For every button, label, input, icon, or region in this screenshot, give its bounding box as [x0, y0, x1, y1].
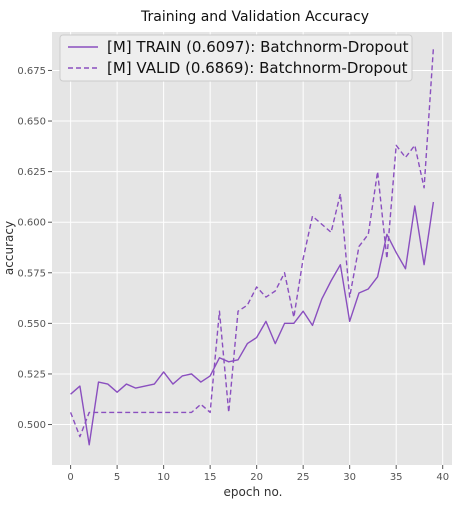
x-tick-label: 0 — [67, 472, 73, 483]
x-tick-label: 35 — [390, 472, 403, 483]
x-tick-label: 40 — [436, 472, 449, 483]
y-tick-label: 0.550 — [17, 319, 46, 330]
legend-label-train: [M] TRAIN (0.6097): Batchnorm-Dropout — [107, 38, 409, 56]
legend: [M] TRAIN (0.6097): Batchnorm-Dropout [M… — [59, 34, 413, 82]
series-line-train — [70, 201, 435, 446]
x-axis-label: epoch no. — [224, 485, 283, 499]
x-tick-label: 20 — [250, 472, 263, 483]
legend-label-valid: [M] VALID (0.6869): Batchnorm-Dropout — [107, 59, 408, 77]
y-tick-label: 0.650 — [17, 117, 46, 128]
legend-box — [59, 34, 413, 82]
series-layer — [69, 48, 435, 446]
series-line-valid — [69, 48, 435, 438]
y-tick-label: 0.675 — [17, 66, 46, 77]
y-tick-label: 0.575 — [17, 268, 46, 279]
grid — [52, 32, 452, 465]
chart-title: Training and Validation Accuracy — [140, 9, 369, 25]
y-tick-label: 0.525 — [17, 369, 46, 380]
x-tick-label: 25 — [297, 472, 310, 483]
x-tick-label: 30 — [343, 472, 356, 483]
plot-area — [52, 32, 452, 465]
y-axis-label: accuracy — [2, 221, 16, 275]
x-tick-label: 5 — [114, 472, 120, 483]
y-tick-label: 0.625 — [17, 167, 46, 178]
y-axis-ticks: 0.500 0.525 0.550 0.575 0.600 0.625 0.650 0.675 — [17, 66, 52, 431]
x-tick-label: 10 — [157, 472, 170, 483]
x-tick-label: 15 — [204, 472, 217, 483]
y-tick-label: 0.600 — [17, 218, 46, 229]
y-tick-label: 0.500 — [17, 420, 46, 431]
x-axis-ticks: 0 5 10 15 20 25 30 35 40 — [67, 465, 449, 483]
